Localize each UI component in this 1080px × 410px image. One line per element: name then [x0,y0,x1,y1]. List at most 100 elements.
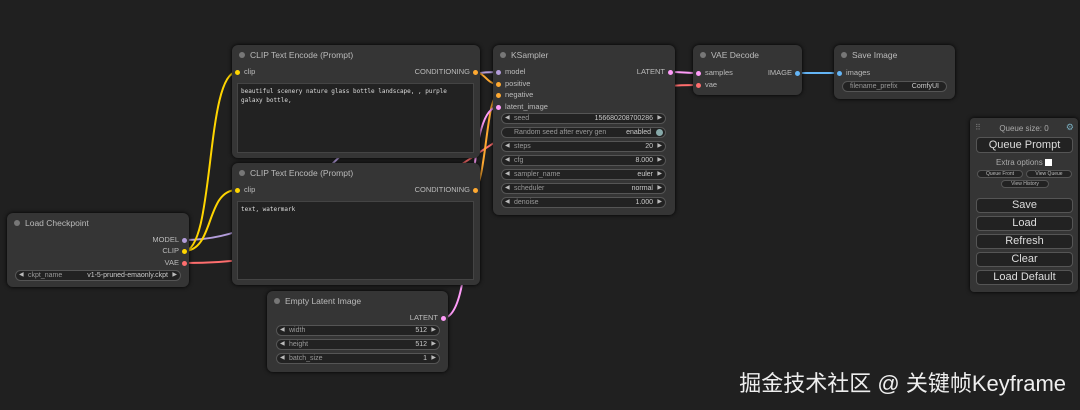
refresh-button[interactable]: Refresh [976,234,1073,249]
slot-dot [235,69,240,75]
ksampler-node[interactable]: KSampler model positive negative latent_… [493,45,675,215]
view-queue-button[interactable]: View Queue [1026,170,1072,178]
widget-value: ComfyUI [911,83,939,90]
slot-label: LATENT [409,313,438,322]
clear-button[interactable]: Clear [976,252,1073,267]
latent-output[interactable]: LATENT [637,66,675,78]
filename-prefix-widget[interactable]: filename_prefix ComfyUI [842,81,947,92]
load-checkpoint-node[interactable]: Load Checkpoint MODEL CLIP VAE ckpt_name… [7,213,189,287]
gear-icon[interactable]: ⚙ [1065,122,1074,132]
slot-label: CLIP [162,246,179,255]
prompt-textarea[interactable]: text, watermark [237,201,474,280]
slot-label: negative [505,90,534,99]
queue-panel: ⠿ Queue size: 0 ⚙ Queue Prompt Extra opt… [970,118,1078,292]
slot-label: CONDITIONING [414,67,470,76]
extra-options: Extra options [970,158,1078,167]
clip-output[interactable]: CLIP [162,245,189,257]
queue-prompt-button[interactable]: Queue Prompt [976,137,1073,153]
slot-label: clip [244,185,256,194]
slot-dot [496,104,501,110]
widget-label: seed [514,115,530,122]
slot-label: samples [705,68,733,77]
extra-options-checkbox[interactable] [1044,159,1052,166]
clip-input[interactable]: clip [232,66,255,78]
slot-dot [182,248,187,254]
positive-input[interactable]: positive [493,78,530,90]
conditioning-output[interactable]: CONDITIONING [415,66,480,78]
clip-text-encode-positive-node[interactable]: CLIP Text Encode (Prompt) clip CONDITION… [232,45,480,158]
slot-dot [473,69,478,75]
vae-decode-node[interactable]: VAE Decode samples vae IMAGE [693,45,802,95]
widget-label: sampler_name [514,171,561,178]
ckpt-name-widget[interactable]: ckpt_name v1-5-pruned-emaonly.ckpt [15,270,181,281]
latent-output[interactable]: LATENT [410,312,448,324]
prompt-textarea[interactable]: beautiful scenery nature glass bottle la… [237,83,474,153]
image-output[interactable]: IMAGE [768,67,802,79]
samples-input[interactable]: samples [693,67,733,79]
conditioning-output[interactable]: CONDITIONING [415,184,480,196]
latent-image-input[interactable]: latent_image [493,101,548,113]
widget-value: enabled [626,129,651,136]
widget-value: 1 [423,355,427,362]
view-history-button[interactable]: View History [1001,180,1049,188]
slot-dot [235,187,240,193]
node-title[interactable]: KSampler [493,45,675,65]
negative-input[interactable]: negative [493,89,533,101]
width-widget[interactable]: width 512 [276,325,440,336]
slot-dot [837,70,842,76]
slot-label: clip [244,67,256,76]
node-title[interactable]: Empty Latent Image [267,291,448,311]
widget-label: ckpt_name [28,272,63,279]
queue-front-button[interactable]: Queue Front [977,170,1023,178]
clip-text-encode-negative-node[interactable]: CLIP Text Encode (Prompt) clip CONDITION… [232,163,480,285]
slot-dot [496,69,501,75]
widget-label: denoise [514,199,539,206]
node-title[interactable]: Save Image [834,45,955,65]
model-output[interactable]: MODEL [152,234,189,246]
slot-dot [795,70,800,76]
slot-label: MODEL [152,235,179,244]
save-button[interactable]: Save [976,198,1073,213]
link-clip-1 [183,71,238,252]
widget-label: height [289,341,309,348]
widget-value: 1.000 [635,199,653,206]
steps-widget[interactable]: steps 20 [501,141,666,152]
empty-latent-image-node[interactable]: Empty Latent Image LATENT width 512 heigh… [267,291,448,372]
slot-dot [496,92,501,98]
slot-label: VAE [164,258,179,267]
scheduler-widget[interactable]: scheduler normal [501,183,666,194]
slot-dot [696,82,701,88]
widget-label: filename_prefix [850,83,898,90]
widget-label: scheduler [514,185,545,192]
vae-output[interactable]: VAE [165,257,189,269]
node-title[interactable]: CLIP Text Encode (Prompt) [232,163,480,183]
slot-label: IMAGE [767,68,792,77]
vae-input[interactable]: vae [693,79,717,91]
sampler-name-widget[interactable]: sampler_name euler [501,169,666,180]
load-button[interactable]: Load [976,216,1073,231]
node-title[interactable]: VAE Decode [693,45,802,65]
clip-input[interactable]: clip [232,184,255,196]
images-input[interactable]: images [834,67,870,79]
widget-label: steps [514,143,531,150]
model-input[interactable]: model [493,66,525,78]
seed-widget[interactable]: seed 156680208700286 [501,113,666,124]
denoise-widget[interactable]: denoise 1.000 [501,197,666,208]
drag-handle-icon[interactable]: ⠿ [975,123,981,132]
widget-label: cfg [514,157,524,164]
toggle-indicator [656,129,663,136]
save-image-node[interactable]: Save Image images filename_prefix ComfyUI [834,45,955,99]
height-widget[interactable]: height 512 [276,339,440,350]
widget-value: v1-5-pruned-emaonly.ckpt [87,272,168,279]
widget-value: 8.000 [635,157,653,164]
slot-dot [182,237,187,243]
random-seed-toggle[interactable]: Random seed after every gen enabled [501,127,666,138]
node-title[interactable]: CLIP Text Encode (Prompt) [232,45,480,65]
batch-size-widget[interactable]: batch_size 1 [276,353,440,364]
widget-value: 156680208700286 [594,115,653,122]
load-default-button[interactable]: Load Default [976,270,1073,285]
widget-value: 512 [415,341,427,348]
node-title[interactable]: Load Checkpoint [7,213,189,233]
watermark: 掘金技术社区 @ 关键帧Keyframe [739,371,1066,396]
cfg-widget[interactable]: cfg 8.000 [501,155,666,166]
